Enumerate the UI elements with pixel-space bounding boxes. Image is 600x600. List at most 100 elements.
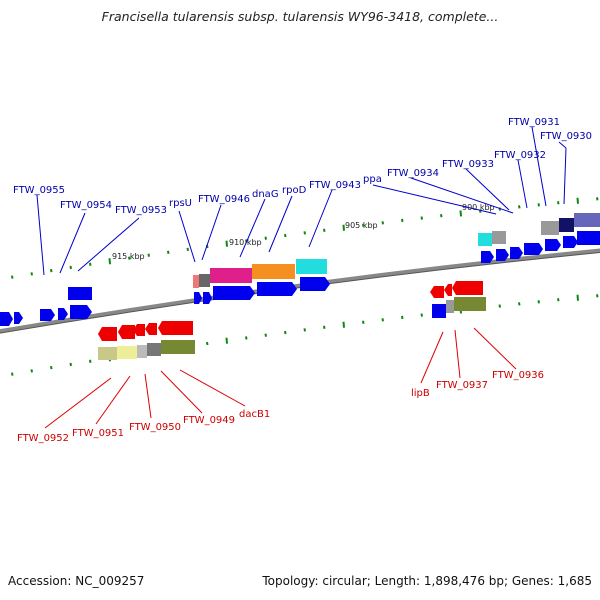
feature-bar[interactable] xyxy=(193,275,199,288)
gene-label[interactable]: FTW_0953 xyxy=(115,205,167,216)
gene-arrow[interactable] xyxy=(158,321,193,335)
scale-tick xyxy=(323,325,326,329)
scale-ticks-top xyxy=(11,197,599,279)
gene-label[interactable]: rpoD xyxy=(282,185,307,196)
tick-label-910: 910 kbp xyxy=(229,238,262,247)
feature-bar[interactable] xyxy=(252,264,295,279)
reverse-feature-bars xyxy=(98,297,486,360)
feature-bar[interactable] xyxy=(574,213,600,227)
scale-tick xyxy=(459,210,462,217)
leader-line xyxy=(473,327,517,370)
scale-tick xyxy=(557,298,560,302)
feature-bar[interactable] xyxy=(210,268,252,283)
gene-arrow[interactable] xyxy=(432,304,446,318)
gene-label[interactable]: dnaG xyxy=(252,189,279,200)
gene-arrow[interactable] xyxy=(58,308,68,320)
gene-label[interactable]: FTW_0954 xyxy=(60,200,112,211)
gene-arrow[interactable] xyxy=(213,286,255,300)
leader-line xyxy=(179,369,246,407)
gene-arrow[interactable] xyxy=(70,305,92,319)
gene-label[interactable]: FTW_0933 xyxy=(442,159,494,170)
scale-tick xyxy=(362,223,365,227)
gene-arrow[interactable] xyxy=(510,247,523,259)
scale-tick xyxy=(420,216,423,220)
scale-tick xyxy=(69,265,72,270)
gene-label[interactable]: ppa xyxy=(363,174,382,185)
scale-tick xyxy=(108,258,111,265)
gene-label[interactable]: FTW_0949 xyxy=(183,415,235,426)
gene-label[interactable]: FTW_0951 xyxy=(72,428,124,439)
gene-arrow[interactable] xyxy=(300,277,330,291)
feature-bar[interactable] xyxy=(98,347,117,360)
gene-arrow[interactable] xyxy=(98,327,117,341)
genome-summary-text: Topology: circular; Length: 1,898,476 bp… xyxy=(262,574,592,588)
gene-label[interactable]: FTW_0955 xyxy=(13,185,65,196)
scale-tick xyxy=(518,302,521,306)
gene-arrow[interactable] xyxy=(0,312,13,326)
leader-line xyxy=(201,204,222,261)
gene-label[interactable]: FTW_0932 xyxy=(494,150,546,161)
gene-arrow[interactable] xyxy=(496,249,509,261)
gene-label[interactable]: lipB xyxy=(411,388,430,399)
gene-arrow[interactable] xyxy=(194,292,202,304)
leader-line xyxy=(531,126,547,207)
gene-label[interactable]: FTW_0931 xyxy=(508,117,560,128)
gene-label[interactable]: FTW_0937 xyxy=(436,380,488,391)
gene-arrow[interactable] xyxy=(145,323,157,335)
feature-bar[interactable] xyxy=(541,221,559,235)
gene-arrow[interactable] xyxy=(40,309,55,321)
gene-arrow[interactable] xyxy=(257,282,297,296)
feature-bar[interactable] xyxy=(296,259,327,274)
gene-label[interactable]: FTW_0934 xyxy=(387,168,439,179)
gene-label[interactable]: FTW_0930 xyxy=(540,131,592,142)
leader-line xyxy=(308,189,333,248)
gene-arrow[interactable] xyxy=(563,236,578,248)
leader-line xyxy=(59,212,86,274)
leader-line xyxy=(372,184,497,215)
gene-arrow[interactable] xyxy=(452,281,483,295)
gene-arrow[interactable] xyxy=(14,312,23,324)
gene-arrow[interactable] xyxy=(203,292,212,304)
feature-bar[interactable] xyxy=(68,287,92,300)
gene-label[interactable]: FTW_0950 xyxy=(129,422,181,433)
scale-tick xyxy=(186,247,189,252)
feature-bar[interactable] xyxy=(199,274,210,287)
scale-tick xyxy=(342,224,345,231)
feature-bar[interactable] xyxy=(446,300,454,313)
scale-tick xyxy=(11,275,14,279)
scale-tick xyxy=(69,362,72,367)
gene-label[interactable]: FTW_0936 xyxy=(492,370,544,381)
tick-label-905: 905 kbp xyxy=(345,221,378,230)
leader-line xyxy=(454,329,461,379)
gene-arrow[interactable] xyxy=(545,239,561,251)
gene-arrow[interactable] xyxy=(524,243,543,255)
scale-tick xyxy=(323,228,326,232)
gene-arrow[interactable] xyxy=(118,325,135,339)
gene-arrow[interactable] xyxy=(430,286,444,298)
scale-tick xyxy=(381,318,384,322)
gene-label[interactable]: FTW_0943 xyxy=(309,180,361,191)
gene-arrow[interactable] xyxy=(481,251,494,263)
scale-tick xyxy=(362,320,365,324)
gene-arrow[interactable] xyxy=(577,231,600,245)
feature-bar[interactable] xyxy=(117,346,137,359)
gene-label[interactable]: FTW_0946 xyxy=(198,194,250,205)
scale-tick xyxy=(89,262,92,267)
scale-tick xyxy=(284,233,287,238)
gene-arrow[interactable] xyxy=(133,324,145,336)
feature-bar[interactable] xyxy=(478,233,492,246)
feature-bar[interactable] xyxy=(492,231,506,244)
gene-label[interactable]: rpsU xyxy=(169,198,192,209)
gene-label[interactable]: FTW_0952 xyxy=(17,433,69,444)
scale-tick xyxy=(225,337,228,344)
leader-line xyxy=(268,195,293,253)
feature-bar[interactable] xyxy=(454,297,486,311)
gene-label[interactable]: dacB1 xyxy=(239,409,270,420)
feature-bar[interactable] xyxy=(161,340,195,354)
feature-bar[interactable] xyxy=(147,343,161,356)
feature-bar[interactable] xyxy=(559,218,574,232)
gene-arrow[interactable] xyxy=(444,284,452,296)
scale-tick xyxy=(30,272,33,276)
scale-tick xyxy=(440,214,443,218)
feature-bar[interactable] xyxy=(137,345,147,358)
